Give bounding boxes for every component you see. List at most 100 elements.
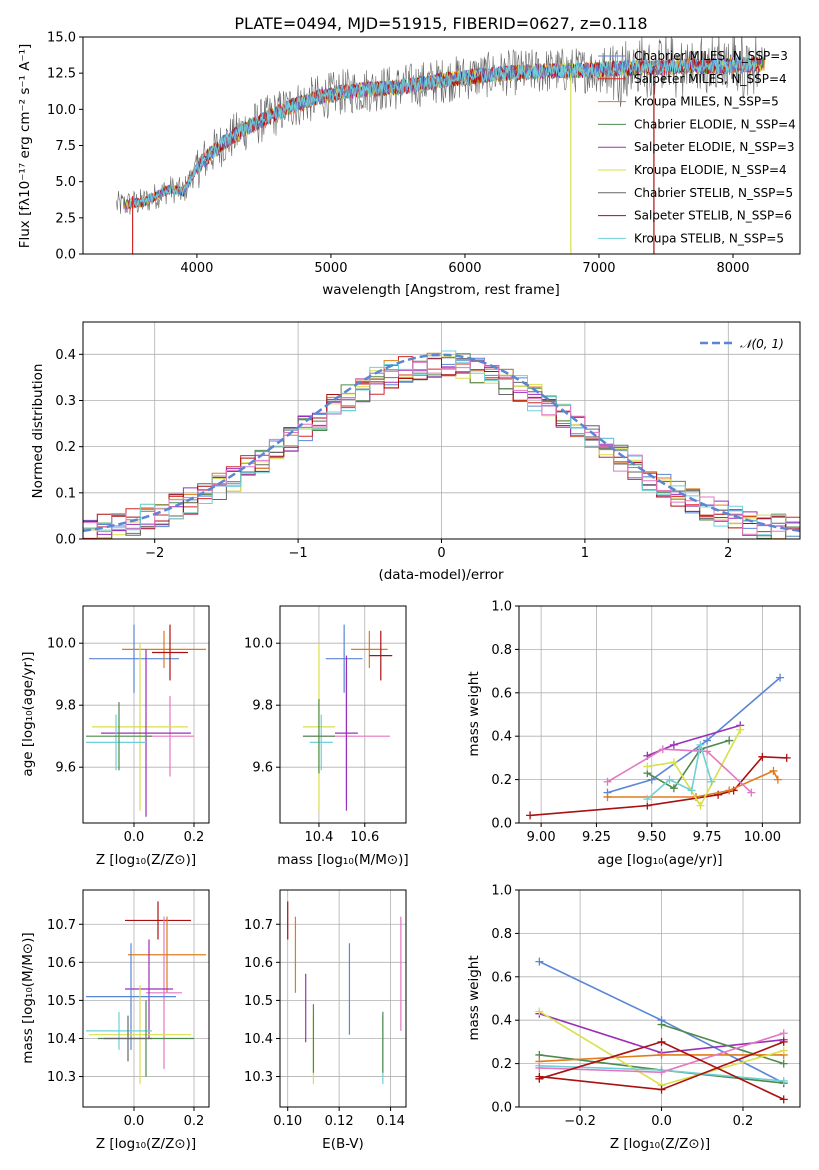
data-point	[309, 714, 333, 771]
series-marker	[603, 792, 612, 801]
y-tick-label: 0.8	[491, 643, 512, 658]
series-marker	[769, 766, 778, 775]
legend-label: Chabrier STELIB, N_SSP=5	[634, 186, 793, 200]
x-tick-label: 4000	[180, 261, 213, 276]
data-point	[146, 916, 182, 1069]
data-point	[125, 901, 191, 940]
plot-content	[86, 624, 206, 817]
series-marker	[696, 801, 705, 810]
legend-label: Chabrier MILES, N_SSP=3	[634, 49, 788, 63]
series-line	[661, 1023, 784, 1065]
series-marker	[643, 762, 652, 771]
y-tick-label: 10.0	[47, 103, 76, 118]
x-tick-label: 10.4	[304, 830, 333, 845]
x-tick-label: 0.0	[124, 1114, 145, 1129]
plot-content	[116, 37, 766, 254]
series-line	[607, 676, 781, 794]
series-line	[530, 755, 787, 817]
series-marker	[657, 1050, 666, 1059]
series-marker	[657, 1037, 666, 1046]
series-marker	[665, 775, 674, 784]
y-tick-label: 0.4	[491, 1014, 512, 1029]
series-marker	[647, 775, 656, 784]
age-vs-z-panel: 0.0 0.2 9.6 9.8 10.0 Z [log₁₀(Z/Z⊙)] age [lo…	[20, 605, 210, 868]
age-vs-mass-plot-area: 10.4 10.6 9.6 9.8 10.0	[244, 605, 407, 845]
spectrum-line	[129, 56, 756, 209]
y-tick-label: 12.5	[47, 67, 76, 82]
normal-curve	[83, 353, 800, 533]
plot-content	[526, 673, 791, 820]
y-tick-label: 0.0	[491, 817, 512, 832]
series-marker	[658, 745, 667, 754]
x-tick-label: 10.6	[350, 830, 379, 845]
x-tick-label: 5000	[314, 261, 347, 276]
legend-label: Kroupa MILES, N_SSP=5	[634, 95, 779, 109]
plot-frame	[82, 605, 210, 824]
series-marker	[773, 775, 782, 784]
series-marker	[669, 740, 678, 749]
spectrum-y-axis-label: Flux [fλ10⁻¹⁷ erg cm⁻² s⁻¹ A⁻¹]	[17, 44, 33, 249]
y-tick-label: 1.0	[491, 600, 512, 615]
x-tick-label: 0.2	[184, 1114, 205, 1129]
y-tick-label: 10.0	[47, 637, 76, 652]
spectrum-plot-area: 4000 5000 6000 7000 8000 0.0 2.5 5.0 7.5 10.0 12.5…	[47, 31, 801, 276]
age-vs-z-y-axis-label: age [log₁₀(age/yr)]	[20, 651, 36, 776]
series-marker	[776, 673, 785, 682]
data-point	[369, 630, 393, 681]
mass-vs-z-panel: 0.0 0.2 10.3 10.4 10.5 10.6 10.7 Z [log₁₀(Z/Z⊙…	[20, 889, 210, 1152]
normal-legend-label: 𝒩(0, 1)	[740, 337, 784, 351]
data-point	[89, 624, 179, 693]
y-tick-label: 0.6	[491, 970, 512, 985]
x-tick-label: 8000	[716, 261, 749, 276]
series-marker	[779, 1076, 788, 1085]
y-tick-label: 10.5	[244, 994, 273, 1009]
y-tick-label: 2.5	[55, 211, 76, 226]
legend-label: Kroupa ELODIE, N_SSP=4	[634, 163, 787, 177]
age-vs-mass-panel: 10.4 10.6 9.6 9.8 10.0 mass [log₁₀(M/M⊙)]	[244, 605, 409, 868]
residuals-panel: −2 −1 0 1 2 0.0 0.1 0.2 0.3 0.4 (data-model)/erro…	[30, 321, 801, 583]
series-marker	[657, 1085, 666, 1094]
x-tick-label: 0.0	[651, 1114, 672, 1129]
legend-label: Salpeter ELODIE, N_SSP=3	[634, 140, 795, 154]
plot-frame	[82, 889, 210, 1108]
residuals-y-axis-label: Normed distribution	[30, 364, 46, 499]
data-point	[302, 699, 335, 774]
y-tick-label: 0.2	[55, 440, 76, 455]
mass-vs-ebv-plot-area: 0.10 0.12 0.14 10.3 10.4 10.5 10.6 10.7	[244, 889, 407, 1129]
weight-vs-z-panel: −0.2 0.0 0.2 0.0 0.2 0.4 0.6 0.8 1.0 Z [log₁₀(Z/…	[466, 884, 801, 1152]
x-tick-label: 0.12	[325, 1114, 354, 1129]
y-tick-label: 10.4	[244, 1032, 273, 1047]
series-marker	[643, 795, 652, 804]
plot-content	[535, 957, 788, 1104]
y-tick-label: 10.6	[47, 956, 76, 971]
weight-vs-age-panel: 9.00 9.25 9.50 9.75 10.000.00.20.40.60.81.0 …	[466, 600, 801, 868]
x-tick-label: 9.75	[693, 830, 722, 845]
y-tick-label: 10.7	[47, 918, 76, 933]
x-tick-label: 6000	[448, 261, 481, 276]
series-marker	[535, 1063, 544, 1072]
series-marker	[779, 1059, 788, 1068]
series-marker	[779, 1037, 788, 1046]
y-tick-label: 10.7	[244, 918, 273, 933]
residuals-legend: 𝒩(0, 1)	[700, 337, 784, 351]
weight-vs-age-y-axis-label: mass weight	[466, 671, 482, 756]
y-tick-label: 9.8	[55, 699, 76, 714]
series-marker	[703, 736, 712, 745]
data-point	[104, 1015, 152, 1062]
y-tick-label: 0.2	[491, 773, 512, 788]
series-marker	[535, 1007, 544, 1016]
legend-label: Salpeter STELIB, N_SSP=6	[634, 209, 792, 223]
y-tick-label: 0.4	[491, 730, 512, 745]
series-marker	[603, 777, 612, 786]
data-point	[146, 695, 194, 777]
y-tick-label: 0.3	[55, 394, 76, 409]
data-point	[86, 1011, 152, 1050]
mass-vs-z-plot-area: 0.0 0.2 10.3 10.4 10.5 10.6 10.7	[47, 889, 210, 1129]
gridlines	[280, 606, 406, 823]
data-point	[89, 985, 191, 1085]
series-marker	[707, 777, 716, 786]
y-tick-label: 9.8	[252, 699, 273, 714]
legend-label: Chabrier ELODIE, N_SSP=4	[634, 117, 796, 131]
series-marker	[687, 786, 696, 795]
